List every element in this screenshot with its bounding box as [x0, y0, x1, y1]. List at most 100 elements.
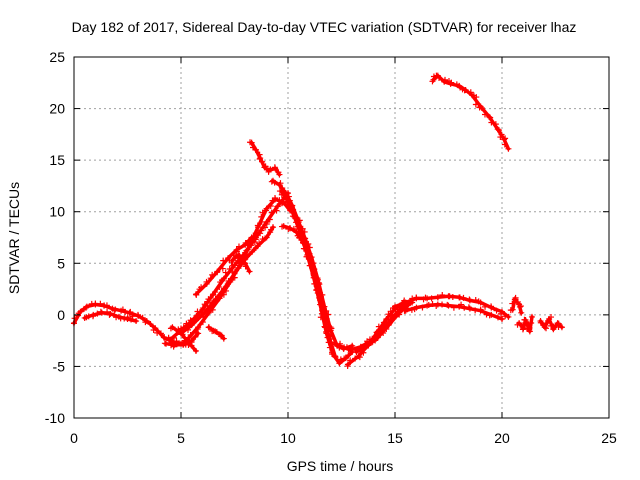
data-point	[493, 307, 500, 314]
data-point	[290, 225, 297, 232]
axis-ticks: 0 5 10 15 20 25 -10 -5 0 5 10 15 20 25	[45, 49, 617, 446]
data-point	[499, 315, 505, 322]
data-point	[300, 245, 307, 252]
data-point	[345, 352, 352, 359]
data-point	[497, 134, 504, 141]
data-point	[90, 311, 97, 318]
series-arc23	[429, 72, 512, 152]
data-point	[244, 246, 251, 253]
data-point	[231, 262, 238, 269]
data-point	[273, 207, 280, 214]
data-point	[456, 294, 463, 301]
data-point	[456, 303, 463, 310]
data-point	[192, 347, 199, 354]
series-arc20	[507, 294, 525, 316]
y-axis-title: SDTVAR / TECUs	[6, 182, 22, 294]
y-tick-label: 25	[49, 49, 65, 65]
data-point	[245, 237, 252, 244]
data-point	[355, 353, 362, 360]
data-point	[554, 320, 561, 327]
data-point	[276, 197, 283, 204]
data-point	[487, 114, 494, 121]
data-point	[181, 337, 188, 344]
data-point	[204, 303, 211, 310]
data-point	[558, 324, 565, 331]
data-point	[256, 240, 263, 247]
data-point	[242, 251, 249, 258]
data-point	[413, 295, 420, 302]
data-point	[501, 141, 508, 148]
data-point	[186, 335, 193, 342]
series-line	[183, 197, 292, 344]
data-point	[332, 353, 339, 360]
data-point	[248, 234, 255, 241]
data-point	[270, 177, 277, 184]
data-point	[249, 248, 256, 255]
data-point	[199, 319, 206, 326]
data-point	[316, 294, 323, 301]
data-point	[462, 87, 469, 94]
data-point	[192, 333, 199, 340]
data-point	[83, 303, 90, 310]
data-point	[223, 283, 230, 290]
data-point	[216, 284, 223, 291]
data-point	[222, 269, 229, 276]
data-point	[261, 164, 268, 171]
data-point	[169, 324, 176, 331]
data-point	[488, 304, 495, 311]
grid	[74, 57, 609, 418]
data-point	[473, 94, 480, 101]
data-point	[252, 146, 259, 153]
y-tick-label: 0	[57, 307, 65, 323]
data-point	[374, 328, 381, 335]
data-point	[263, 234, 270, 241]
data-point	[413, 304, 420, 311]
data-point	[424, 295, 431, 302]
data-point	[543, 325, 550, 332]
data-point	[296, 234, 303, 241]
data-point	[187, 331, 194, 338]
data-point	[210, 291, 217, 298]
data-point	[235, 252, 242, 259]
data-point	[505, 145, 512, 152]
data-point	[434, 72, 441, 79]
data-point	[319, 306, 326, 313]
data-point	[139, 314, 146, 321]
data-point	[388, 316, 395, 323]
series-line	[431, 73, 511, 151]
data-point	[481, 111, 488, 118]
series-arc5	[165, 190, 291, 343]
data-point	[477, 103, 484, 110]
data-point	[369, 339, 376, 346]
data-point	[482, 303, 489, 310]
data-point	[118, 307, 125, 314]
data-point	[283, 195, 290, 202]
data-point	[180, 341, 187, 348]
data-point	[380, 330, 387, 337]
data-point	[502, 313, 509, 320]
data-point	[203, 280, 210, 287]
data-point	[205, 324, 212, 331]
data-point	[185, 326, 192, 333]
data-point	[358, 346, 365, 353]
data-point	[97, 300, 104, 307]
data-point	[494, 126, 501, 133]
data-point	[268, 178, 275, 185]
data-point	[488, 119, 495, 126]
plot-frame	[73, 56, 610, 419]
chart-title: Day 182 of 2017, Sidereal Day-to-day VTE…	[72, 19, 577, 35]
series-line	[170, 325, 198, 353]
data-point	[223, 287, 230, 294]
data-point	[308, 260, 315, 267]
data-point	[290, 206, 297, 213]
data-point	[122, 308, 129, 315]
series-arc9	[228, 252, 253, 275]
data-point	[255, 224, 262, 231]
data-point	[321, 323, 328, 330]
data-point	[327, 336, 334, 343]
data-point	[157, 330, 164, 337]
y-tick-label: -5	[53, 358, 66, 374]
data-point	[347, 346, 354, 353]
data-point	[242, 241, 249, 248]
data-point	[195, 324, 202, 331]
